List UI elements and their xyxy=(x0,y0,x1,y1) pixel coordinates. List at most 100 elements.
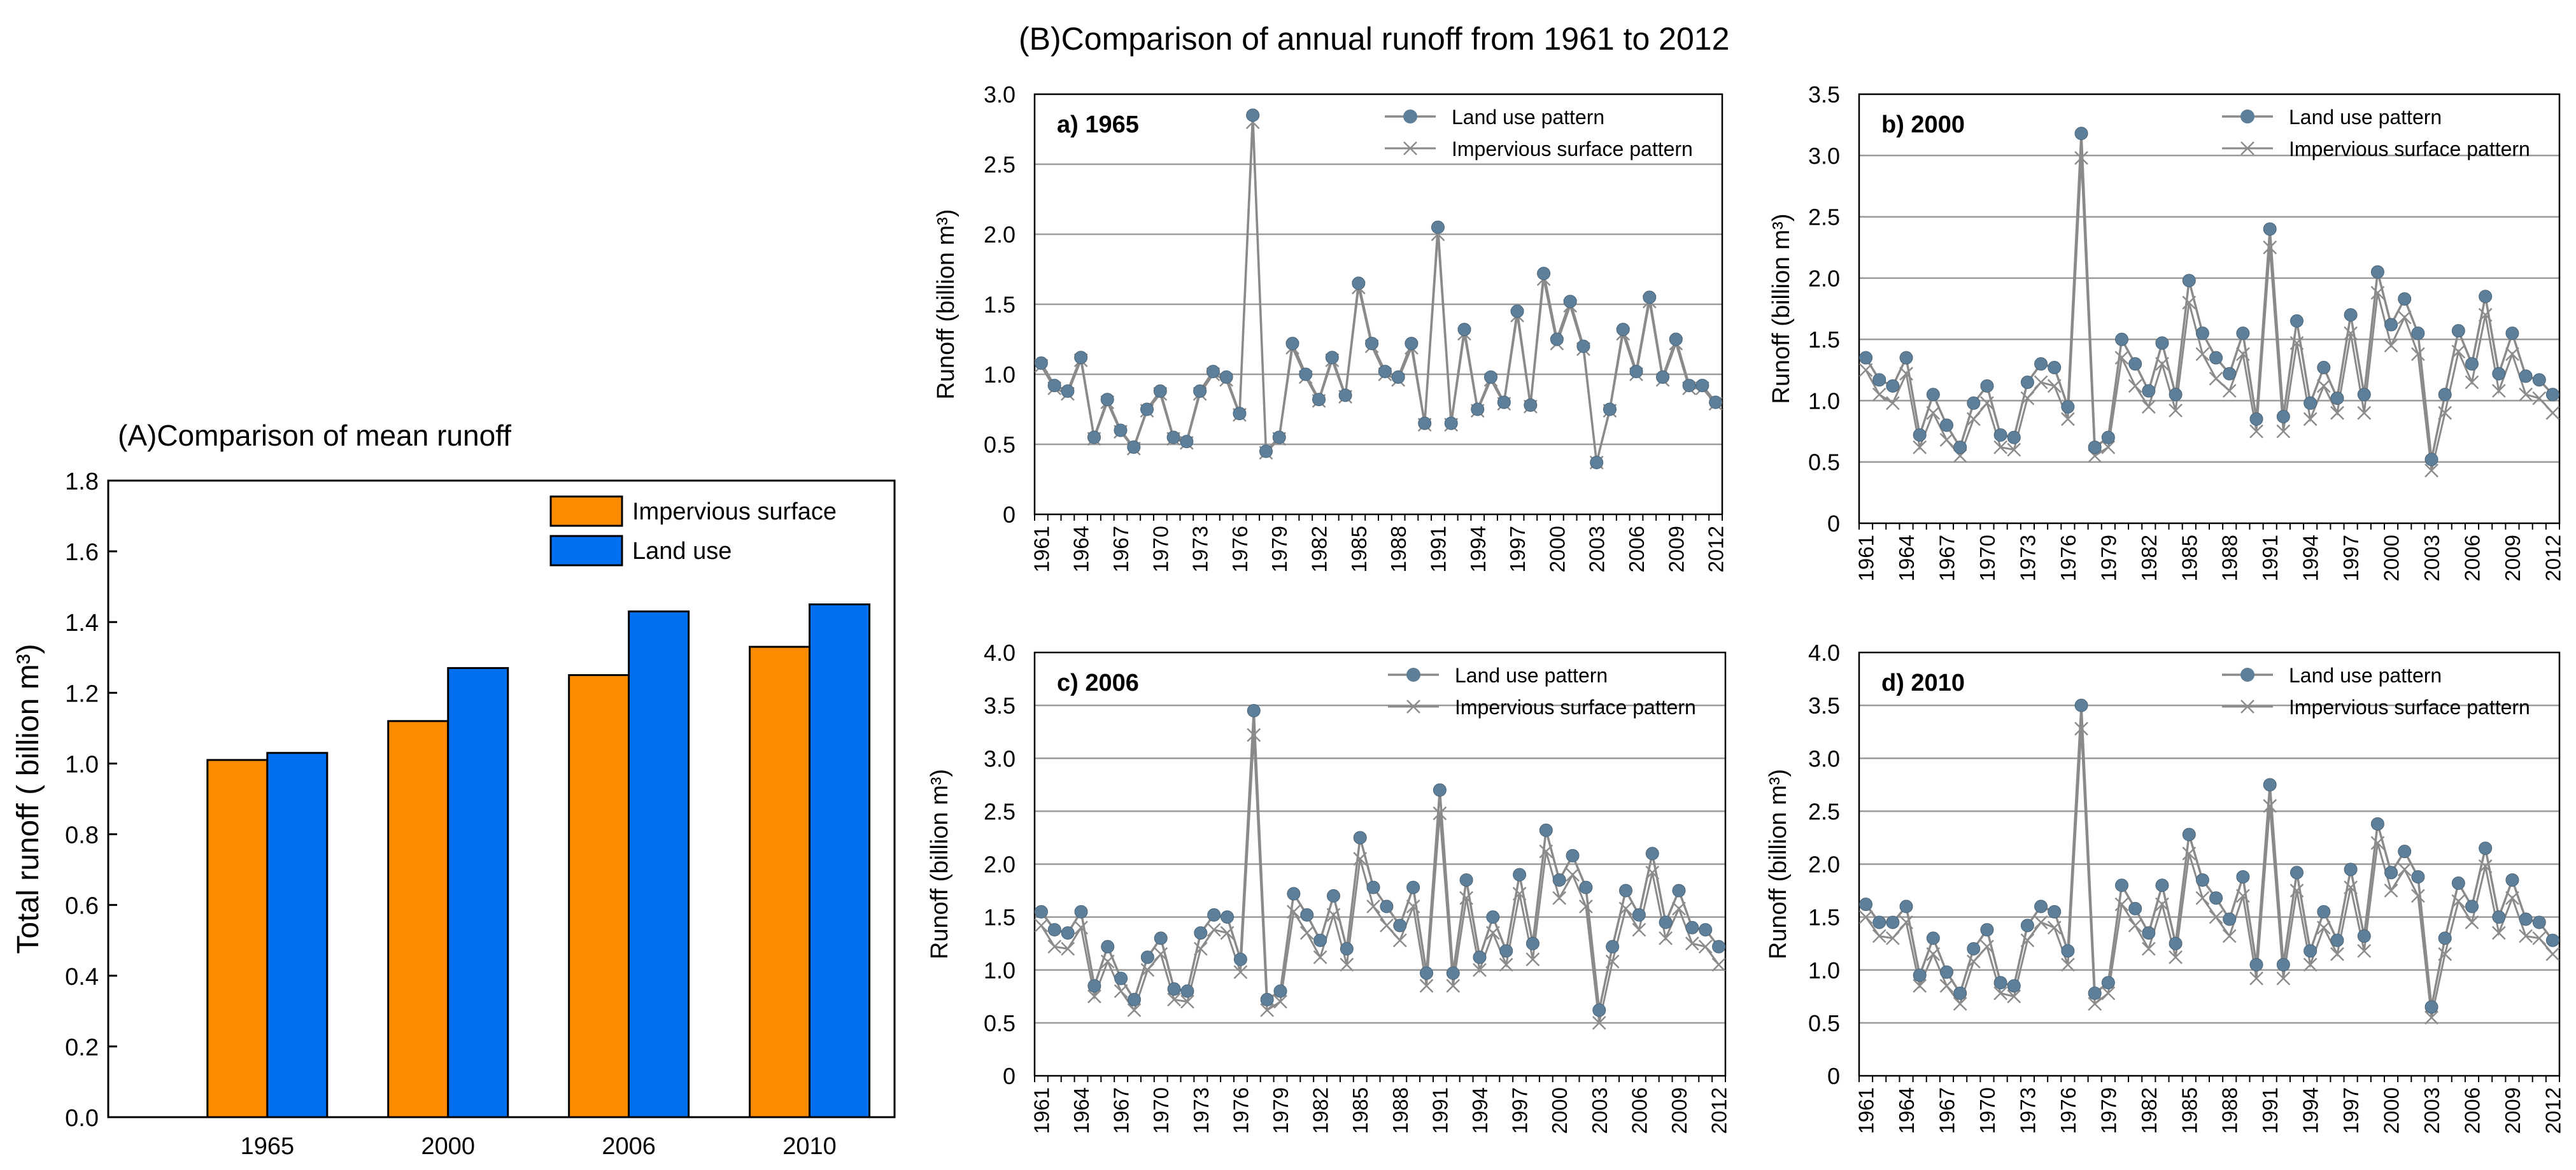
point-land-use xyxy=(2061,944,2075,958)
point-land-use xyxy=(2411,327,2425,341)
cross-marker-impervious-surface xyxy=(2303,412,2318,426)
x-tick-label: 1961 xyxy=(1030,526,1053,572)
point-land-use xyxy=(1643,290,1657,304)
cross-marker-impervious-surface xyxy=(1980,940,1994,954)
y-tick-label: 2.0 xyxy=(984,222,1016,248)
bar-land-use xyxy=(447,666,509,1118)
point-land-use xyxy=(1566,849,1580,863)
point-land-use xyxy=(2276,957,2290,971)
point-land-use xyxy=(2344,863,2358,877)
y-tick-label: 0 xyxy=(1003,502,1016,528)
legend-label-impervious: Impervious surface xyxy=(632,498,837,525)
point-land-use xyxy=(2020,919,2034,933)
point-land-use xyxy=(1484,370,1498,384)
x-tick-label: 1988 xyxy=(1387,526,1410,572)
x-tick-label: 1973 xyxy=(2016,1087,2039,1134)
cross-marker-impervious-surface xyxy=(2505,347,2519,362)
cross-marker-impervious-surface xyxy=(1100,954,1115,969)
cross-marker-impervious-surface xyxy=(2047,920,2062,935)
point-land-use xyxy=(1993,428,2007,442)
legend-marker-land-use xyxy=(1403,109,1417,123)
y-tick-label: 2.0 xyxy=(1808,852,1840,878)
bar-land-use xyxy=(628,610,690,1118)
y-tick-label: 1.5 xyxy=(1808,905,1840,931)
point-land-use xyxy=(2088,441,2102,455)
x-tick-label: 1967 xyxy=(1109,526,1133,572)
y-tick-label: 1.0 xyxy=(1808,957,1840,983)
point-land-use xyxy=(2182,828,2196,842)
point-land-use xyxy=(1913,428,1927,442)
point-land-use xyxy=(2209,351,2223,365)
cross-marker-impervious-surface xyxy=(1087,989,1101,1004)
cross-marker-impervious-surface xyxy=(2060,412,2075,426)
cross-marker-impervious-surface xyxy=(2344,880,2358,894)
bar-impervious-surface xyxy=(568,674,630,1118)
x-tick-label: 2003 xyxy=(2420,1087,2444,1134)
point-land-use xyxy=(1087,430,1101,444)
cross-marker-impervious-surface xyxy=(1672,901,1686,916)
cross-marker-impervious-surface xyxy=(1885,931,1900,945)
panel-label: d) 2010 xyxy=(1881,670,1965,696)
point-land-use xyxy=(1471,402,1485,416)
x-tick-label: 2003 xyxy=(1585,526,1609,572)
cross-marker-impervious-surface xyxy=(1220,926,1235,940)
x-tick-label: 2012 xyxy=(1708,1087,1731,1134)
cross-marker-impervious-surface xyxy=(1926,405,1941,420)
point-land-use xyxy=(1576,339,1590,353)
x-tick-label: 1967 xyxy=(1110,1087,1133,1134)
x-tick-label: 1982 xyxy=(1308,526,1331,572)
point-land-use xyxy=(2101,430,2115,444)
x-tick-label: 1991 xyxy=(1428,1087,1452,1134)
point-land-use xyxy=(2074,698,2088,712)
point-land-use xyxy=(2155,336,2169,350)
point-land-use xyxy=(1338,388,1352,402)
point-land-use xyxy=(1366,880,1380,894)
x-tick-label: 2012 xyxy=(2541,535,2565,581)
x-tick-label: 1964 xyxy=(1895,1087,1918,1134)
x-tick-label: 2006 xyxy=(2461,535,2484,581)
x-tick-label: 1985 xyxy=(2177,535,2201,581)
cross-marker-impervious-surface xyxy=(2357,943,2372,958)
point-land-use xyxy=(1326,889,1340,903)
point-land-use xyxy=(2411,870,2425,884)
legend-label-impervious-surface: Impervious surface pattern xyxy=(2289,696,2530,719)
point-land-use xyxy=(2384,866,2398,880)
point-land-use xyxy=(1872,373,1886,387)
point-land-use xyxy=(2263,222,2277,236)
point-land-use xyxy=(2074,127,2088,141)
point-land-use xyxy=(1552,873,1566,887)
cross-marker-impervious-surface xyxy=(1207,922,1221,937)
cross-marker-impervious-surface xyxy=(2128,919,2142,933)
point-land-use xyxy=(1061,926,1075,940)
y-tick-label: 1.2 xyxy=(65,680,99,707)
point-land-use xyxy=(1406,880,1420,894)
point-land-use xyxy=(1221,910,1235,924)
cross-marker-impervious-surface xyxy=(2491,926,2506,940)
point-land-use xyxy=(2034,357,2048,371)
point-land-use xyxy=(2357,388,2371,402)
point-land-use xyxy=(1206,365,1220,379)
cross-marker-impervious-surface xyxy=(2007,442,2021,457)
cross-marker-impervious-surface xyxy=(2451,894,2466,908)
x-tick-label: 1985 xyxy=(1348,1087,1372,1134)
cross-marker-impervious-surface xyxy=(1993,986,2008,1001)
cross-marker-impervious-surface xyxy=(2020,391,2035,405)
series-line-land-use xyxy=(1040,710,1720,1011)
legend-label-land-use: Land use xyxy=(632,538,732,565)
point-land-use xyxy=(1153,384,1167,398)
cross-marker-impervious-surface xyxy=(1140,962,1155,977)
point-land-use xyxy=(2424,1000,2438,1014)
x-tick-label: 1991 xyxy=(2258,535,2282,581)
cross-marker-impervious-surface xyxy=(2424,463,2438,478)
bar-impervious-surface xyxy=(387,720,449,1118)
x-tick-label: 1991 xyxy=(1426,526,1450,572)
x-tick-label: 1979 xyxy=(2097,535,2120,581)
point-land-use xyxy=(1619,884,1633,898)
y-tick-label: 3.0 xyxy=(984,81,1016,108)
cross-marker-impervious-surface xyxy=(1485,926,1500,940)
x-tick-label: 2009 xyxy=(1667,1087,1691,1134)
point-land-use xyxy=(1899,351,1913,365)
legend-marker-impervious-surface xyxy=(1403,141,1417,155)
cross-marker-impervious-surface xyxy=(2465,915,2479,929)
x-tick-label: 1976 xyxy=(2056,1087,2080,1134)
